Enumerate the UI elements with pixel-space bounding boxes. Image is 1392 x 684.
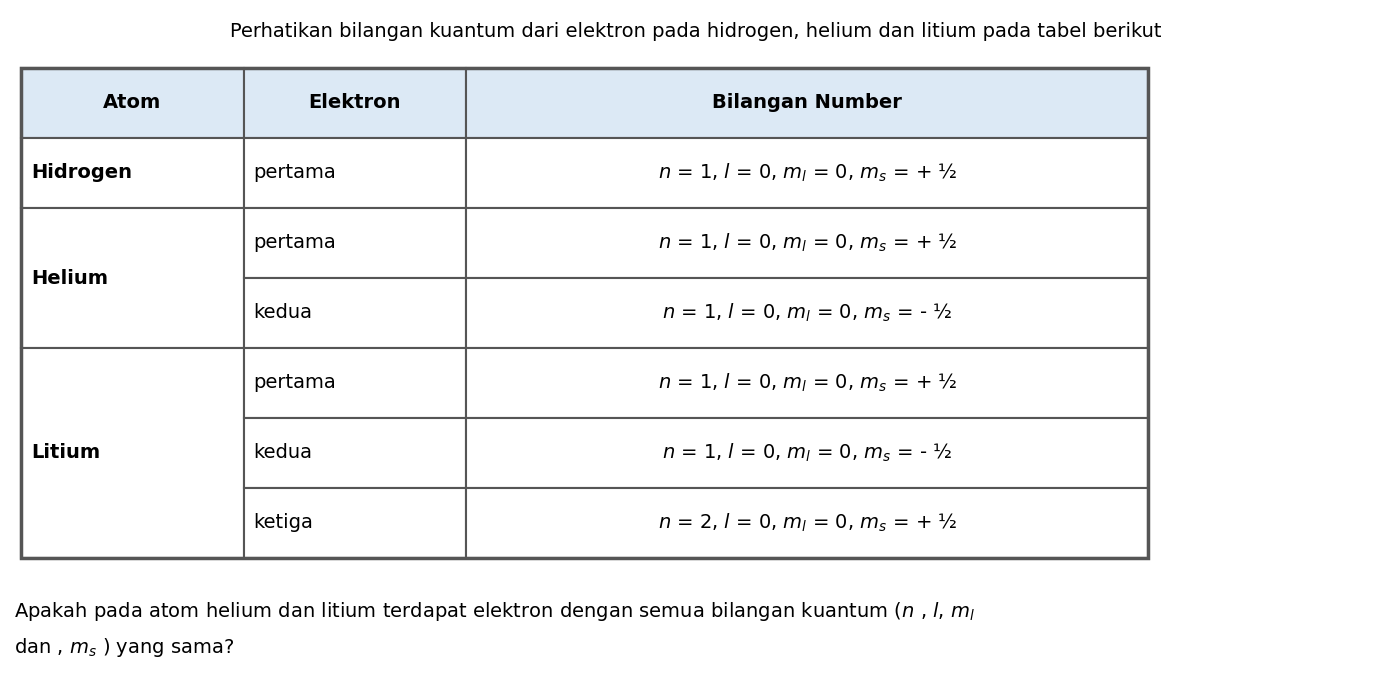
Text: Elektron: Elektron xyxy=(309,94,401,112)
Text: ketiga: ketiga xyxy=(253,514,313,533)
Bar xyxy=(21,68,1148,558)
Text: $n$ = 1, $l$ = 0, $m_l$ = 0, $m_s$ = - ½: $n$ = 1, $l$ = 0, $m_l$ = 0, $m_s$ = - ½ xyxy=(663,442,952,464)
Bar xyxy=(466,418,1148,488)
Bar xyxy=(21,348,244,558)
Text: dan , $m_s$ ) yang sama?: dan , $m_s$ ) yang sama? xyxy=(14,636,234,659)
Text: $n$ = 1, $l$ = 0, $m_l$ = 0, $m_s$ = - ½: $n$ = 1, $l$ = 0, $m_l$ = 0, $m_s$ = - ½ xyxy=(663,302,952,324)
Bar xyxy=(244,208,466,278)
Text: Bilangan Number: Bilangan Number xyxy=(713,94,902,112)
Bar xyxy=(21,138,244,208)
Bar xyxy=(466,138,1148,208)
Text: kedua: kedua xyxy=(253,304,313,322)
Bar xyxy=(21,68,244,138)
Text: kedua: kedua xyxy=(253,443,313,462)
Text: Helium: Helium xyxy=(31,269,109,287)
Text: Perhatikan bilangan kuantum dari elektron pada hidrogen, helium dan litium pada : Perhatikan bilangan kuantum dari elektro… xyxy=(230,22,1162,41)
Bar xyxy=(244,348,466,418)
Text: Hidrogen: Hidrogen xyxy=(31,163,132,183)
Bar xyxy=(244,278,466,348)
Bar xyxy=(466,278,1148,348)
Text: Apakah pada atom helium dan litium terdapat elektron dengan semua bilangan kuant: Apakah pada atom helium dan litium terda… xyxy=(14,600,974,623)
Text: Atom: Atom xyxy=(103,94,161,112)
Text: $n$ = 2, $l$ = 0, $m_l$ = 0, $m_s$ = + ½: $n$ = 2, $l$ = 0, $m_l$ = 0, $m_s$ = + ½ xyxy=(657,512,958,534)
Bar xyxy=(466,68,1148,138)
Text: $n$ = 1, $l$ = 0, $m_l$ = 0, $m_s$ = + ½: $n$ = 1, $l$ = 0, $m_l$ = 0, $m_s$ = + ½ xyxy=(657,162,958,184)
Text: pertama: pertama xyxy=(253,233,337,252)
Bar xyxy=(244,488,466,558)
Text: Litium: Litium xyxy=(31,443,100,462)
Bar xyxy=(466,348,1148,418)
Bar xyxy=(466,208,1148,278)
Bar xyxy=(466,488,1148,558)
Text: pertama: pertama xyxy=(253,163,337,183)
Bar xyxy=(244,418,466,488)
Text: $n$ = 1, $l$ = 0, $m_l$ = 0, $m_s$ = + ½: $n$ = 1, $l$ = 0, $m_l$ = 0, $m_s$ = + ½ xyxy=(657,232,958,254)
Text: $n$ = 1, $l$ = 0, $m_l$ = 0, $m_s$ = + ½: $n$ = 1, $l$ = 0, $m_l$ = 0, $m_s$ = + ½ xyxy=(657,372,958,394)
Bar xyxy=(244,68,466,138)
Bar xyxy=(244,138,466,208)
Text: pertama: pertama xyxy=(253,373,337,393)
Bar xyxy=(21,208,244,348)
